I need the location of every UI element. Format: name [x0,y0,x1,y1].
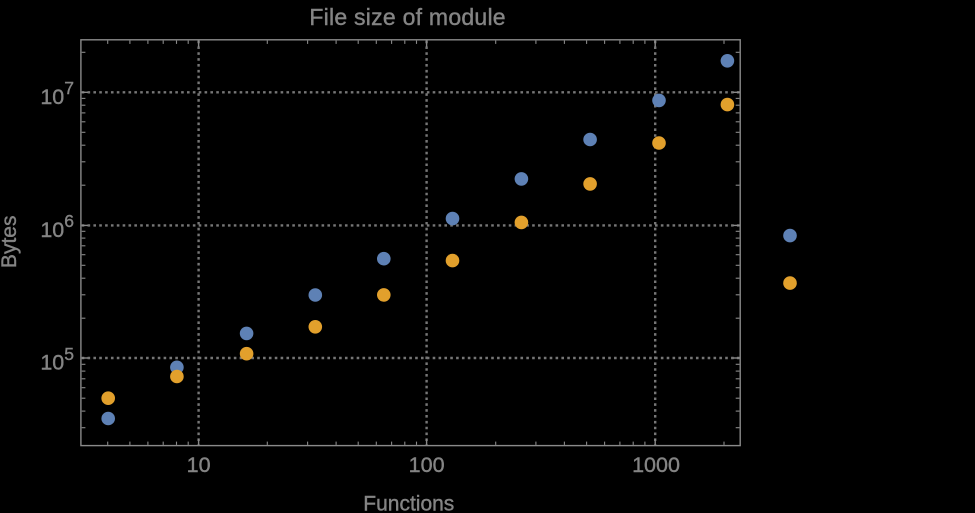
svg-text:File size of module: File size of module [309,4,506,30]
svg-text:Bytes: Bytes [0,216,21,269]
svg-text:10: 10 [187,453,211,477]
svg-text:1000: 1000 [632,453,680,477]
svg-text:100: 100 [409,453,445,477]
svg-text:Functions: Functions [363,493,454,513]
